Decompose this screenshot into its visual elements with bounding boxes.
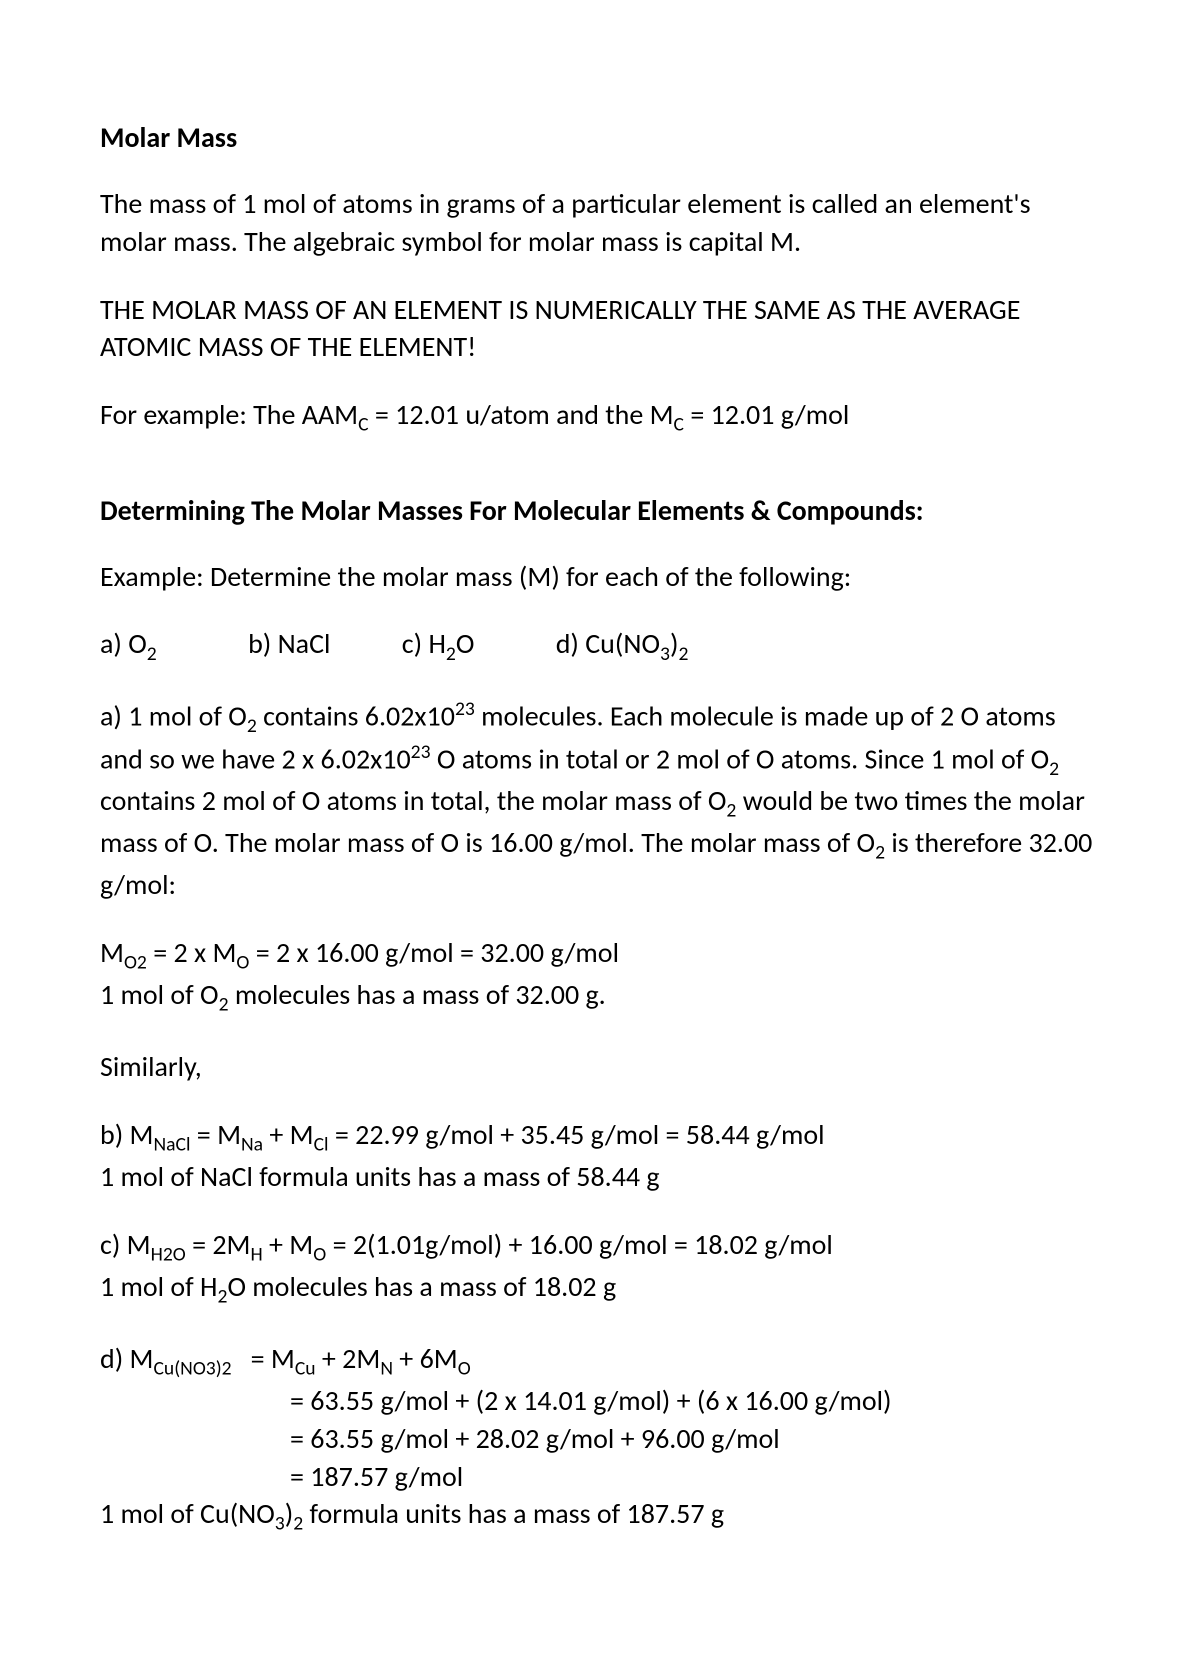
intro-paragraph: The mass of 1 mol of atoms in grams of a… <box>100 185 1100 261</box>
option-d: d) Cu(NO3)2 <box>556 626 689 666</box>
similarly-line: Similarly, <box>100 1048 1100 1086</box>
example-line: For example: The AAMC = 12.01 u/atom and… <box>100 396 1100 438</box>
option-b: b) NaCl <box>248 626 330 661</box>
example-text-1: For example: The AAM <box>100 397 358 432</box>
option-a: a) O2 <box>100 626 157 666</box>
answer-d-line3: = 63.55 g/mol + 28.02 g/mol + 96.00 g/mo… <box>100 1421 780 1456</box>
rule-paragraph: THE MOLAR MASS OF AN ELEMENT IS NUMERICA… <box>100 291 1100 367</box>
subscript-c-2: C <box>674 413 684 437</box>
answer-a-explanation: a) 1 mol of O2 contains 6.02x1023 molecu… <box>100 696 1100 905</box>
answer-d: d) MCu(NO3)2 = MCu + 2MN + 6MO = 63.55 g… <box>100 1340 1100 1537</box>
example-text-3: = 12.01 g/mol <box>684 397 849 432</box>
heading-determining: Determining The Molar Masses For Molecul… <box>100 493 1100 528</box>
example-text-2: = 12.01 u/atom and the M <box>369 397 674 432</box>
answer-d-line4: = 187.57 g/mol <box>100 1459 463 1494</box>
heading-molar-mass: Molar Mass <box>100 120 1100 155</box>
answer-a-calc: MO2 = 2 x MO = 2 x 16.00 g/mol = 32.00 g… <box>100 934 1100 1018</box>
answer-b: b) MNaCl = MNa + MCl = 22.99 g/mol + 35.… <box>100 1116 1100 1196</box>
document-page: Molar Mass The mass of 1 mol of atoms in… <box>0 0 1200 1667</box>
prompt-line: Example: Determine the molar mass (M) fo… <box>100 558 1100 596</box>
answer-d-line2: = 63.55 g/mol + (2 x 14.01 g/mol) + (6 x… <box>100 1383 892 1418</box>
options-row: a) O2 b) NaCl c) H2O d) Cu(NO3)2 <box>100 626 1100 666</box>
option-c: c) H2O <box>402 626 475 666</box>
answer-c: c) MH2O = 2MH + MO = 2(1.01g/mol) + 16.0… <box>100 1226 1100 1310</box>
subscript-c: C <box>358 413 368 437</box>
